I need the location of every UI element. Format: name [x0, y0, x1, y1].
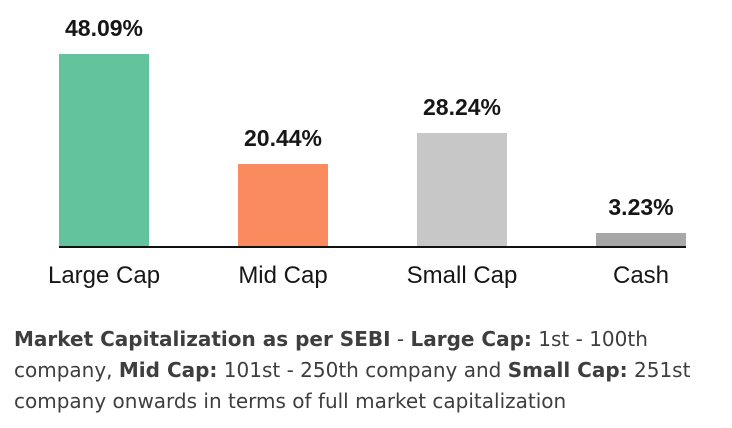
description-bold-segment: Large Cap: [410, 327, 532, 351]
description-segment: company onwards in terms of full market … [14, 389, 567, 413]
bar-chart: 48.09% 20.44% 28.24% 3.23% [59, 0, 686, 248]
bar-cash [596, 233, 686, 246]
description-segment: 101st - 250th company and [217, 358, 508, 382]
bar-slot-cash: 3.23% [596, 0, 686, 246]
description-segment: company, [14, 358, 119, 382]
category-label-text: Large Cap [47, 262, 161, 289]
bar-large-cap [59, 54, 149, 246]
chart-description: Market Capitalization as per SEBI - Larg… [14, 324, 726, 417]
description-line: company onwards in terms of full market … [14, 386, 726, 417]
category-label-text: Small Cap [406, 262, 518, 289]
category-label-text: Mid Cap [238, 262, 328, 289]
value-label-large-cap: 48.09% [64, 15, 144, 41]
description-segment: - [390, 327, 411, 351]
description-segment: 1st - 100th [531, 327, 648, 351]
category-label-text: Cash [612, 262, 670, 289]
value-label-small-cap: 28.24% [422, 94, 502, 120]
bar-slot-large-cap: 48.09% [59, 0, 149, 246]
value-label-cash: 3.23% [608, 194, 674, 220]
bar-slot-mid-cap: 20.44% [238, 0, 328, 246]
description-line: Market Capitalization as per SEBI - Larg… [14, 324, 726, 355]
category-labels: Large Cap Mid Cap Small Cap Cash [48, 262, 686, 289]
category-label-large-cap: Large Cap [48, 262, 160, 289]
category-label-small-cap: Small Cap [407, 262, 518, 289]
category-label-mid-cap: Mid Cap [238, 262, 328, 289]
description-bold-segment: Mid Cap: [118, 358, 218, 382]
description-segment: 251st [627, 358, 691, 382]
description-bold-segment: Market Capitalization as per SEBI [14, 327, 391, 351]
category-label-cash: Cash [596, 262, 686, 289]
bar-slot-small-cap: 28.24% [417, 0, 507, 246]
description-line: company, Mid Cap: 101st - 250th company … [14, 355, 726, 386]
description-bold-segment: Small Cap: [507, 358, 628, 382]
bar-mid-cap [238, 164, 328, 246]
value-label-mid-cap: 20.44% [243, 125, 323, 151]
bar-small-cap [417, 133, 507, 246]
